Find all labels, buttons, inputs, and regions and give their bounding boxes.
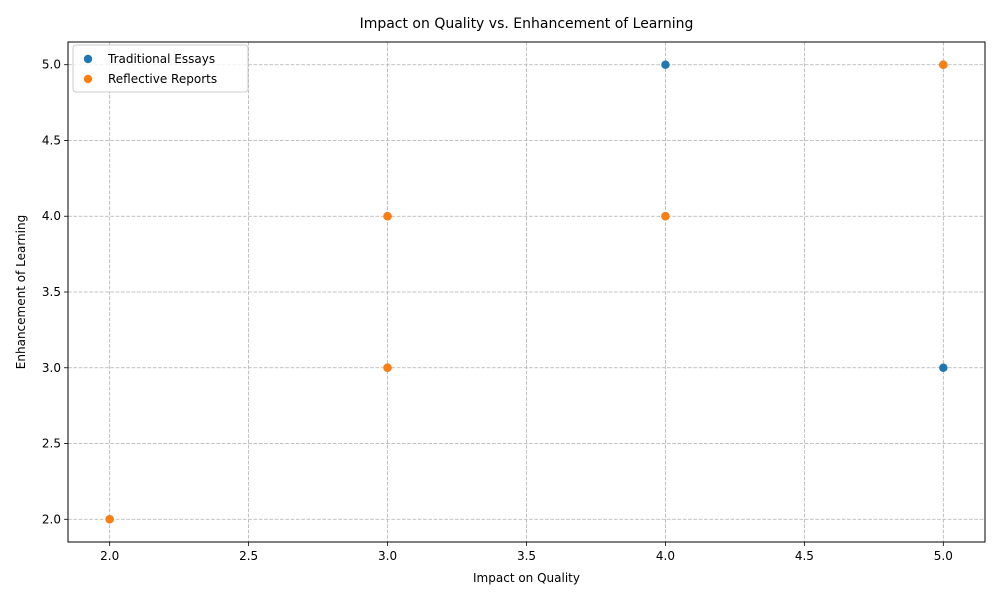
data-point bbox=[105, 515, 114, 524]
x-tick-label: 3.0 bbox=[378, 549, 397, 563]
x-axis-label: Impact on Quality bbox=[473, 571, 580, 585]
y-axis-label: Enhancement of Learning bbox=[14, 215, 28, 369]
data-point bbox=[661, 212, 670, 221]
grid-lines bbox=[68, 42, 985, 542]
y-tick-label: 2.5 bbox=[42, 437, 61, 451]
x-tick-label: 2.0 bbox=[100, 549, 119, 563]
y-tick-label: 4.5 bbox=[42, 133, 61, 147]
y-tick-label: 4.0 bbox=[42, 209, 61, 223]
data-point bbox=[661, 60, 670, 69]
data-point bbox=[939, 60, 948, 69]
x-tick-label: 4.5 bbox=[795, 549, 814, 563]
chart-title: Impact on Quality vs. Enhancement of Lea… bbox=[360, 16, 694, 32]
series-2 bbox=[105, 60, 948, 524]
y-tick-label: 3.5 bbox=[42, 285, 61, 299]
x-tick-label: 2.5 bbox=[239, 549, 258, 563]
data-points bbox=[105, 60, 948, 524]
data-point bbox=[939, 363, 948, 372]
data-point bbox=[383, 212, 392, 221]
x-tick-label: 4.0 bbox=[656, 549, 675, 563]
x-tick-label: 3.5 bbox=[517, 549, 536, 563]
legend-marker bbox=[83, 54, 93, 64]
legend-marker bbox=[83, 74, 93, 84]
legend-box bbox=[72, 44, 249, 93]
y-tick-label: 5.0 bbox=[42, 58, 61, 72]
y-tick-label: 2.0 bbox=[42, 512, 61, 526]
data-point bbox=[383, 363, 392, 372]
x-tick-label: 5.0 bbox=[934, 549, 953, 563]
legend-label: Reflective Reports bbox=[108, 72, 217, 86]
legend: Traditional Essays Reflective Reports bbox=[72, 44, 249, 93]
y-tick-label: 3.0 bbox=[42, 361, 61, 375]
axis-ticks: 2.0 2.5 3.0 3.5 4.0 4.5 5.0 2.0 2.5 3.0 3.5 4.0 4.5 5… bbox=[42, 58, 953, 563]
legend-label: Traditional Essays bbox=[107, 52, 215, 66]
